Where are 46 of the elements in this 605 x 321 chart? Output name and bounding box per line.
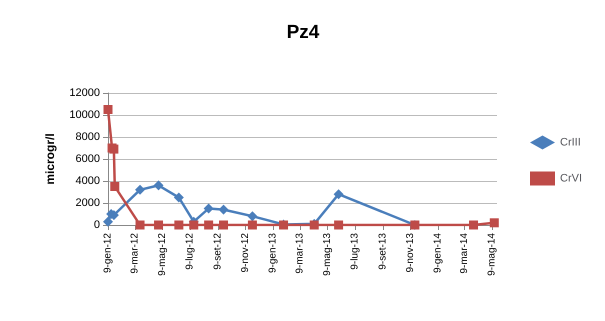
y-tick-label: 12000 <box>69 87 100 99</box>
point <box>189 220 198 230</box>
point <box>174 220 184 230</box>
point <box>469 220 478 230</box>
legend-label: CrVI <box>560 172 582 184</box>
point <box>490 218 499 228</box>
point <box>218 204 229 215</box>
x-tick-label: 9-set-12 <box>212 232 224 270</box>
x-tick-label: 9-mag-12 <box>157 232 168 276</box>
point <box>135 184 146 195</box>
x-tick-label: 9-mar-13 <box>294 232 306 274</box>
y-tick-label: 2000 <box>76 197 100 209</box>
y-axis-title: microgr/l <box>43 133 57 185</box>
y-tick-label: 10000 <box>69 109 100 121</box>
y-tick-label: 0 <box>94 219 100 231</box>
point <box>247 211 258 222</box>
x-tick-label: 9-mar-12 <box>130 232 141 274</box>
x-tick-label: 9-set-13 <box>377 232 388 270</box>
x-tick-label: 9-nov-13 <box>404 232 416 272</box>
x-tick-label: 9-gen-14 <box>432 232 444 274</box>
point <box>248 220 257 230</box>
x-tick-label: 9-mag-13 <box>322 232 333 276</box>
x-tick-label: 9-lug-13 <box>349 232 360 270</box>
point <box>204 220 214 230</box>
point <box>334 220 344 230</box>
point <box>154 220 164 230</box>
y-tick-label: 6000 <box>76 153 100 165</box>
point <box>334 189 344 200</box>
point <box>174 192 184 202</box>
x-tick-label: 9-mag-14 <box>486 232 498 276</box>
y-tick-label: 8000 <box>76 131 100 143</box>
point <box>103 216 113 227</box>
point <box>104 105 112 114</box>
x-tick-label: 9-gen-13 <box>268 232 279 274</box>
point <box>110 182 120 191</box>
point <box>204 204 214 214</box>
x-tick-label: 9-lug-12 <box>184 232 196 270</box>
point <box>136 220 145 230</box>
x-tick-label: 9-mar-14 <box>459 232 470 274</box>
legend-label: CrIII <box>560 136 581 148</box>
point <box>154 180 164 190</box>
chart-title: Pz4 <box>286 22 320 43</box>
point <box>219 220 228 230</box>
y-tick-label: 4000 <box>76 175 100 187</box>
x-tick-label: 9-nov-12 <box>240 232 252 272</box>
x-tick-label: 9-gen-12 <box>102 232 114 274</box>
